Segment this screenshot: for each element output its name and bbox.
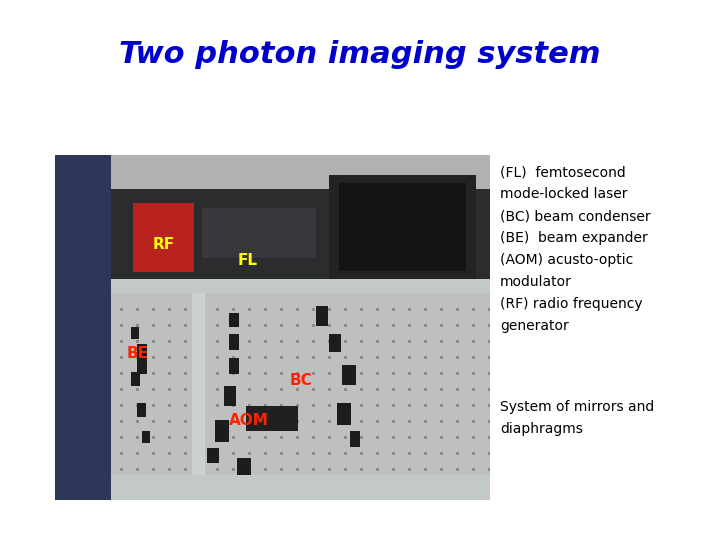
- Text: (BE)  beam expander: (BE) beam expander: [500, 231, 648, 245]
- Text: BC: BC: [290, 374, 312, 388]
- Text: generator: generator: [500, 319, 569, 333]
- Text: AOM: AOM: [229, 413, 269, 428]
- Text: Two photon imaging system: Two photon imaging system: [120, 40, 600, 69]
- Text: (FL)  femtosecond: (FL) femtosecond: [500, 165, 626, 179]
- Text: diaphragms: diaphragms: [500, 422, 583, 436]
- Text: FL: FL: [238, 253, 258, 268]
- Text: (BC) beam condenser: (BC) beam condenser: [500, 209, 651, 223]
- Text: (RF) radio frequency: (RF) radio frequency: [500, 297, 643, 311]
- Text: System of mirrors and: System of mirrors and: [500, 400, 654, 414]
- Text: BE: BE: [127, 346, 149, 361]
- Text: mode-locked laser: mode-locked laser: [500, 187, 628, 201]
- Text: modulator: modulator: [500, 275, 572, 289]
- Text: RF: RF: [153, 237, 175, 252]
- Text: (AOM) acusto-optic: (AOM) acusto-optic: [500, 253, 634, 267]
